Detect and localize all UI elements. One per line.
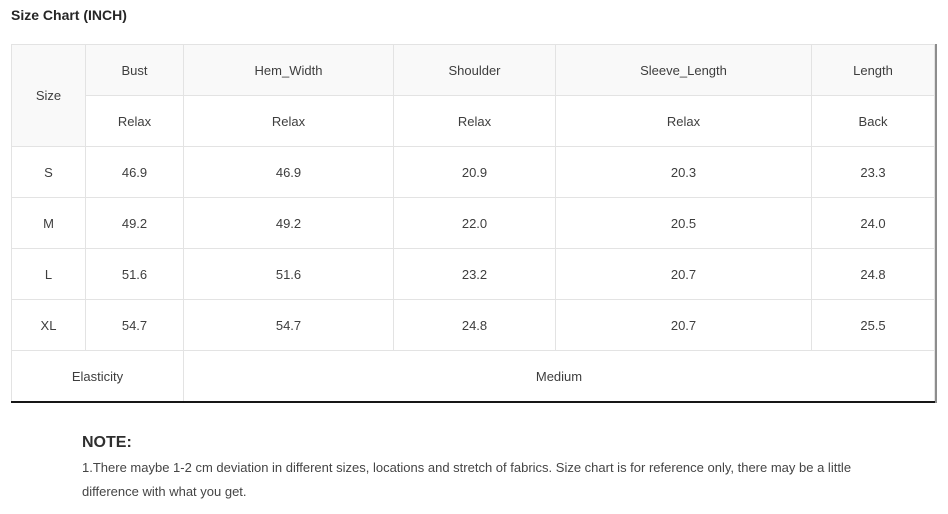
value-cell: 20.3 [555,146,812,198]
header-row-measures: Size Bust Hem_Width Shoulder Sleeve_Leng… [11,44,935,147]
value-cell: 54.7 [85,299,184,351]
size-label-cell: S [11,146,86,198]
column-header-hem-width: Hem_Width [183,44,394,96]
header-row-fit-type: Relax Relax Relax Relax Back [12,95,935,147]
column-header-bust: Bust [85,44,184,96]
elasticity-label-cell: Elasticity [11,350,184,403]
value-cell: 49.2 [183,197,394,249]
table-row-xl: XL 54.7 54.7 24.8 20.7 25.5 [11,299,935,351]
column-header-sleeve-length: Sleeve_Length [555,44,812,96]
subheader-hem-width: Relax [183,95,394,147]
value-cell: 22.0 [393,197,556,249]
value-cell: 25.5 [811,299,935,351]
value-cell: 20.7 [555,299,812,351]
value-cell: 20.9 [393,146,556,198]
elasticity-row: Elasticity Medium [11,350,935,403]
value-cell: 24.0 [811,197,935,249]
value-cell: 20.5 [555,197,812,249]
value-cell: 51.6 [183,248,394,300]
value-cell: 23.2 [393,248,556,300]
value-cell: 51.6 [85,248,184,300]
subheader-length: Back [811,95,935,147]
value-cell: 23.3 [811,146,935,198]
subheader-sleeve-length: Relax [555,95,812,147]
column-header-shoulder: Shoulder [393,44,556,96]
size-label-cell: L [11,248,86,300]
note-section: NOTE: 1.There maybe 1-2 cm deviation in … [82,434,872,504]
size-label-cell: M [11,197,86,249]
subheader-shoulder: Relax [393,95,556,147]
elasticity-value-cell: Medium [183,350,935,403]
column-header-length: Length [811,44,935,96]
value-cell: 24.8 [393,299,556,351]
size-chart-table: Size Bust Hem_Width Shoulder Sleeve_Leng… [11,44,935,403]
table-row-m: M 49.2 49.2 22.0 20.5 24.0 [11,197,935,249]
value-cell: 46.9 [85,146,184,198]
note-heading: NOTE: [82,434,132,451]
table-row-s: S 46.9 46.9 20.9 20.3 23.3 [11,146,935,198]
value-cell: 49.2 [85,197,184,249]
page-title: Size Chart (INCH) [11,7,127,23]
size-chart-table-wrap: Size Bust Hem_Width Shoulder Sleeve_Leng… [11,44,937,403]
size-label-cell: XL [11,299,86,351]
table-row-l: L 51.6 51.6 23.2 20.7 24.8 [11,248,935,300]
corner-header-size: Size [11,44,86,147]
note-text: 1.There maybe 1-2 cm deviation in differ… [82,460,852,499]
subheader-bust: Relax [85,95,184,147]
value-cell: 20.7 [555,248,812,300]
value-cell: 24.8 [811,248,935,300]
value-cell: 46.9 [183,146,394,198]
value-cell: 54.7 [183,299,394,351]
